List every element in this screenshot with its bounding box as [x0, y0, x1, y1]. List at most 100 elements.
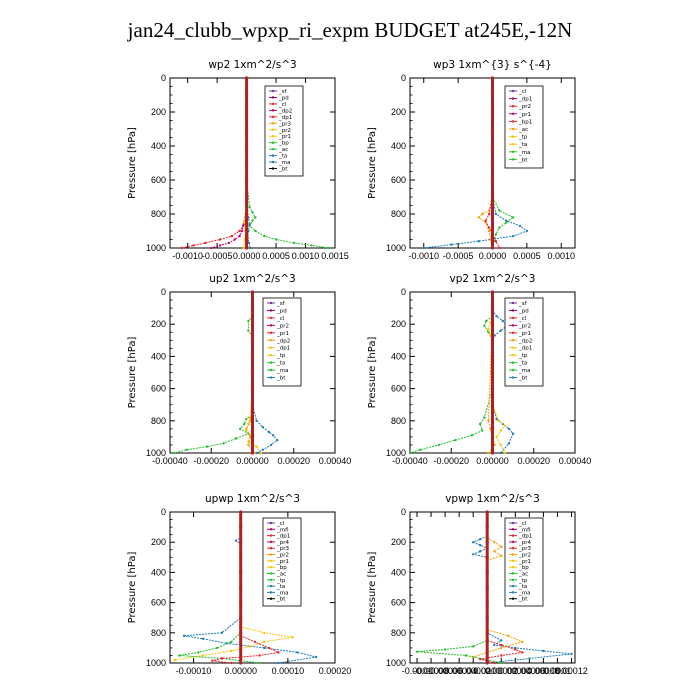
data-point: [514, 648, 517, 651]
legend-label: _pr1: [518, 112, 531, 118]
legend-label: _cl: [518, 89, 527, 95]
x-tick-label: 0.00040: [559, 456, 592, 466]
data-point: [503, 451, 507, 455]
data-point: [210, 246, 213, 250]
data-point: [521, 651, 524, 654]
legend: _cl_mfl_dp1_pr4_pr3_pr2_pr1_bp_ac_tp_ta_…: [262, 517, 302, 607]
data-point: [499, 451, 502, 455]
data-point: [185, 448, 188, 451]
data-point: [242, 246, 245, 250]
x-tick-label: 0.0010: [547, 251, 575, 261]
data-point: [218, 244, 222, 247]
data-point: [239, 570, 243, 575]
legend-marker: [269, 346, 273, 349]
y-axis-label: Pressure [hPa]: [127, 337, 138, 409]
data-point: [500, 554, 503, 557]
data-point: [500, 654, 503, 657]
data-point: [327, 246, 331, 250]
legend-marker: [269, 301, 273, 305]
data-point: [495, 418, 498, 421]
data-point: [277, 661, 280, 665]
data-point: [248, 223, 251, 226]
x-tick-label: 0.00006: [513, 666, 546, 676]
legend-marker: [511, 528, 515, 531]
series-line-_dp1: [181, 78, 248, 249]
x-tick-label: 0.00000: [476, 456, 509, 466]
data-point: [483, 416, 486, 419]
data-point: [248, 645, 252, 648]
x-tick-label: 0.0001: [544, 666, 572, 676]
chart-title: vpwp 1xm^2/s^3: [445, 493, 540, 505]
data-point: [518, 224, 522, 228]
legend: _cl _dp1_pr2 _pr1_bp1 _ac _tp_ta _ma_bt: [504, 85, 544, 169]
data-point: [255, 419, 258, 422]
legend-box: [504, 297, 544, 387]
data-point: [485, 631, 489, 635]
y-axis-label: Pressure [hPa]: [367, 337, 378, 409]
y-tick-label: 0: [161, 73, 166, 83]
y-tick-label: 400: [391, 567, 406, 577]
data-point: [258, 654, 261, 657]
x-tick-label: 0.00012: [555, 666, 588, 676]
data-point: [245, 76, 249, 80]
data-point: [197, 651, 200, 654]
legend-marker: [271, 102, 275, 106]
legend-marker: [511, 331, 515, 335]
legend-marker: [271, 128, 275, 131]
data-point: [494, 212, 498, 216]
legend-label: _pr1: [278, 134, 291, 140]
legend-label: _cl: [276, 316, 285, 322]
legend-label: _tp: [518, 353, 528, 359]
data-point: [490, 76, 495, 80]
data-point: [243, 422, 246, 426]
data-point: [227, 241, 231, 245]
data-point: [485, 525, 489, 529]
data-point: [481, 429, 484, 432]
legend-marker: [511, 97, 515, 100]
legend-label: _dp1: [518, 97, 532, 103]
y-tick-label: 600: [391, 175, 406, 185]
plot-frame: [409, 511, 576, 664]
data-point: [271, 434, 275, 437]
data-point: [483, 324, 486, 327]
y-axis-label: Pressure [hPa]: [367, 552, 378, 624]
legend-label: _ma: [518, 590, 530, 596]
data-point: [490, 161, 495, 165]
legend-label: _ac: [518, 571, 528, 577]
data-point: [230, 661, 233, 665]
data-point: [495, 435, 498, 439]
legend-marker: [511, 324, 515, 327]
data-point: [251, 211, 254, 214]
data-point: [490, 93, 495, 97]
legend-marker: [511, 559, 515, 563]
legend-marker: [271, 122, 275, 125]
data-point: [481, 212, 484, 216]
data-point: [239, 555, 243, 559]
data-point: [234, 437, 238, 440]
y-tick-label: 600: [391, 384, 406, 394]
x-tick-label: 0.0005: [513, 251, 541, 261]
data-point: [487, 226, 491, 229]
data-point: [215, 646, 219, 650]
data-point: [247, 443, 250, 447]
x-tick-label: 0.0000: [479, 251, 507, 261]
legend-marker: [271, 89, 275, 93]
legend-marker: [269, 521, 273, 525]
data-point: [408, 451, 412, 455]
data-point: [490, 178, 495, 182]
data-point: [238, 427, 242, 431]
data-point: [505, 221, 508, 224]
data-point: [234, 539, 238, 542]
data-point: [485, 540, 489, 544]
data-point: [261, 426, 264, 429]
data-point: [230, 234, 234, 238]
legend-label: _dp1: [278, 115, 292, 121]
data-point: [263, 646, 266, 650]
x-tick-label: -0.0001: [402, 666, 433, 676]
series-line-_tp: [252, 292, 279, 454]
y-tick-label: 600: [151, 384, 166, 394]
data-point: [500, 643, 503, 647]
data-point: [253, 640, 257, 644]
data-point: [263, 640, 266, 644]
